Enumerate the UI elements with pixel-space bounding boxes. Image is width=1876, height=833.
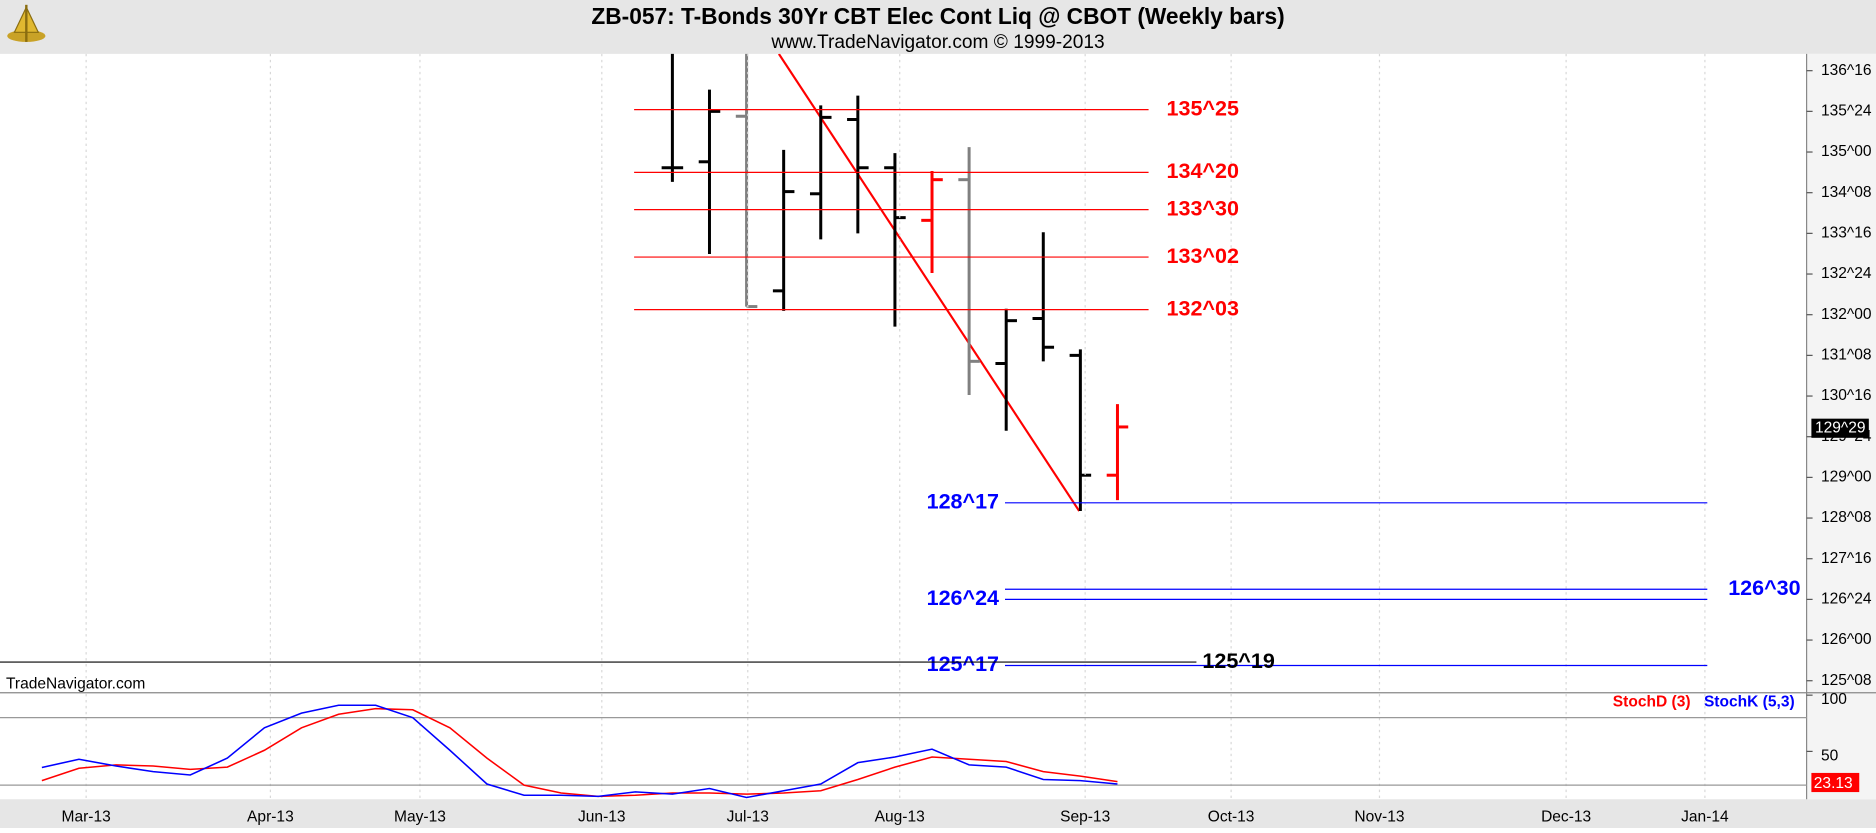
- y-tick-label: 126^24: [1821, 590, 1872, 607]
- y-tick-label: 134^08: [1821, 184, 1872, 201]
- logo: [7, 4, 46, 42]
- x-tick-label: Apr-13: [247, 808, 294, 825]
- level-label: 134^20: [1167, 159, 1239, 183]
- stoch-line: [41, 704, 1118, 799]
- level-label: 133^30: [1167, 196, 1239, 220]
- date-band: [0, 799, 1876, 828]
- y-tick-label: 132^00: [1821, 306, 1872, 323]
- y-tick-label: 127^16: [1821, 550, 1872, 567]
- y-tick-label: 130^16: [1821, 387, 1872, 404]
- x-tick-label: Sep-13: [1060, 808, 1110, 825]
- level-label: 132^03: [1167, 296, 1239, 320]
- x-tick-label: Nov-13: [1354, 808, 1404, 825]
- x-tick-label: Oct-13: [1208, 808, 1255, 825]
- readout-box: [1811, 772, 1860, 793]
- chart-title: ZB-057: T-Bonds 30Yr CBT Elec Cont Liq @…: [591, 3, 1284, 29]
- y-tick-label: 131^08: [1821, 346, 1872, 363]
- price-panel: [661, 53, 1129, 512]
- y-tick-label: 125^08: [1821, 672, 1872, 689]
- y-tick-label: 132^24: [1821, 265, 1872, 282]
- level-label: 126^30: [1728, 576, 1800, 600]
- y-tick-label: 50: [1821, 747, 1839, 764]
- x-tick-label: Mar-13: [62, 808, 111, 825]
- level-label: 125^19: [1202, 649, 1274, 673]
- header-band: [0, 0, 1876, 54]
- stoch-readout: 23.13: [1814, 775, 1853, 792]
- y-tick-label: 136^16: [1821, 62, 1872, 79]
- chart-subtitle: www.TradeNavigator.com © 1999-2013: [770, 32, 1104, 53]
- x-tick-label: Dec-13: [1541, 808, 1591, 825]
- watermark: TradeNavigator.com: [6, 676, 145, 693]
- x-tick-label: Jun-13: [578, 808, 626, 825]
- last-price-box: [1811, 418, 1869, 438]
- x-tick-label: Jul-13: [727, 808, 769, 825]
- legend-label: StochK (5,3): [1704, 693, 1795, 710]
- level-label: 135^25: [1167, 96, 1239, 120]
- last-price-label: 129^29: [1815, 419, 1866, 436]
- y-tick-label: 135^00: [1821, 143, 1872, 160]
- y-tick-label: 100: [1821, 691, 1847, 708]
- level-label: 126^24: [927, 586, 999, 610]
- y-tick-label: 135^24: [1821, 102, 1872, 119]
- level-label: 125^17: [927, 652, 999, 676]
- y-tick-label: 129^00: [1821, 468, 1872, 485]
- x-tick-label: Aug-13: [875, 808, 925, 825]
- stoch-line: [41, 707, 1118, 798]
- level-label: 128^17: [927, 489, 999, 513]
- y-tick-label: 126^00: [1821, 631, 1872, 648]
- y-tick-label: 133^16: [1821, 224, 1872, 241]
- y-tick-label: 128^08: [1821, 509, 1872, 526]
- x-tick-label: Jan-14: [1681, 808, 1729, 825]
- trendline: [777, 53, 1081, 512]
- legend-label: StochD (3): [1613, 693, 1691, 710]
- level-label: 133^02: [1167, 244, 1239, 268]
- x-tick-label: May-13: [394, 808, 446, 825]
